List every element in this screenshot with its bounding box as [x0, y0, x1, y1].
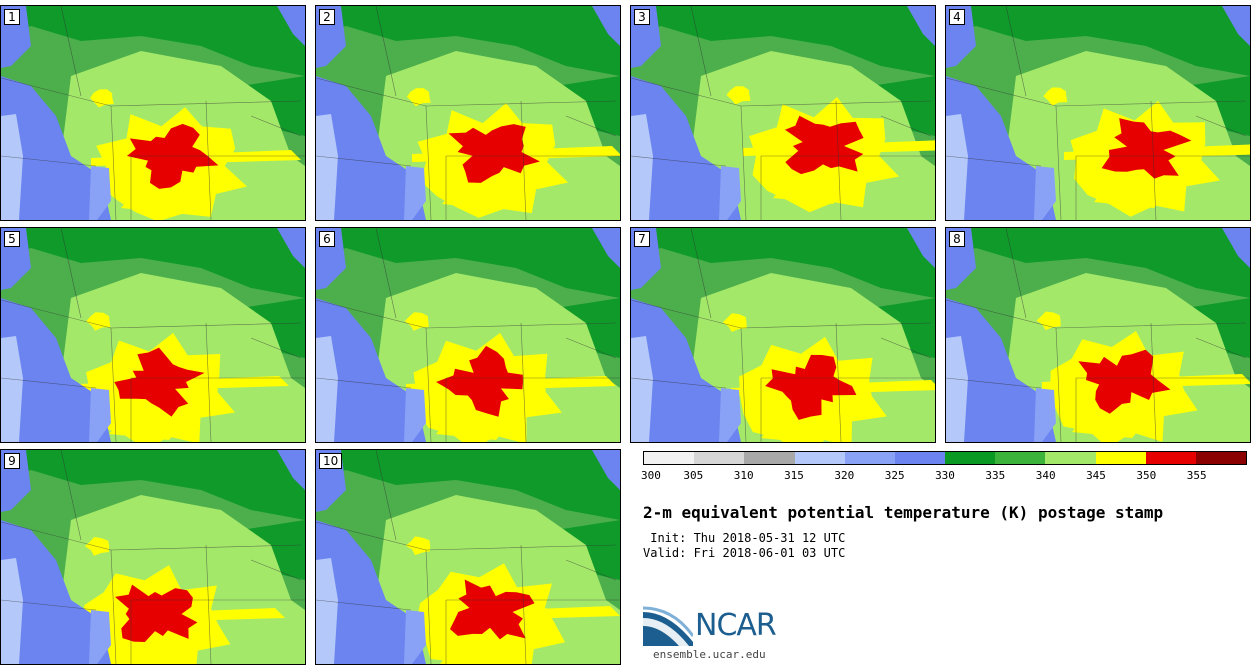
colorbar-tick-label: 325	[884, 469, 905, 482]
member-number-label: 2	[319, 9, 335, 25]
colorbar-tick-label: 305	[683, 469, 704, 482]
colorbar-tick-label: 355	[1186, 469, 1207, 482]
equivalent-potential-temperature-map	[1, 6, 305, 220]
colorbar-segment	[945, 452, 996, 464]
colorbar	[643, 451, 1247, 465]
stamp-panel: 5	[0, 227, 306, 443]
colorbar-tick-label: 315	[784, 469, 804, 482]
init-time: Init: Thu 2018-05-31 12 UTC	[643, 531, 846, 545]
colorbar-segment	[694, 452, 745, 464]
member-number-label: 7	[634, 231, 650, 247]
website-url: ensemble.ucar.edu	[653, 648, 766, 661]
colorbar-tick-label: 310	[733, 469, 754, 482]
stamp-panel: 2	[315, 5, 621, 221]
stamp-panel: 6	[315, 227, 621, 443]
stamp-panel: 1	[0, 5, 306, 221]
colorbar-tick-label: 300	[641, 469, 661, 482]
equivalent-potential-temperature-map	[316, 450, 620, 664]
equivalent-potential-temperature-map	[946, 6, 1250, 220]
stamp-panel: 10	[315, 449, 621, 665]
ncar-logo-text: NCAR	[695, 608, 777, 643]
colorbar-segment	[1145, 452, 1196, 464]
figure-title: 2-m equivalent potential temperature (K)…	[643, 503, 1164, 522]
stamp-panel: 8	[945, 227, 1251, 443]
colorbar-segment	[794, 452, 845, 464]
stamp-panel: 7	[630, 227, 936, 443]
stamp-panel: 4	[945, 5, 1251, 221]
colorbar-segment	[995, 452, 1046, 464]
member-number-label: 10	[319, 453, 343, 469]
colorbar-segment	[1045, 452, 1096, 464]
equivalent-potential-temperature-map	[1, 228, 305, 442]
colorbar-tick-label: 320	[834, 469, 855, 482]
equivalent-potential-temperature-map	[316, 228, 620, 442]
colorbar-segment	[844, 452, 895, 464]
ncar-logo: NCAR	[643, 604, 793, 648]
member-number-label: 8	[949, 231, 965, 247]
colorbar-segment	[1095, 452, 1146, 464]
equivalent-potential-temperature-map	[946, 228, 1250, 442]
stamp-panel: 9	[0, 449, 306, 665]
colorbar-segment	[1195, 452, 1247, 464]
colorbar-tick-label: 345	[1086, 469, 1106, 482]
member-number-label: 5	[4, 231, 20, 247]
equivalent-potential-temperature-map	[1, 450, 305, 664]
colorbar-segment	[894, 452, 946, 464]
member-number-label: 1	[4, 9, 20, 25]
member-number-label: 6	[319, 231, 335, 247]
valid-time: Valid: Fri 2018-06-01 03 UTC	[643, 546, 846, 560]
ncar-logo-icon	[643, 606, 693, 646]
equivalent-potential-temperature-map	[631, 6, 935, 220]
colorbar-segment	[644, 452, 695, 464]
colorbar-tick-label: 335	[985, 469, 1006, 482]
colorbar-tick-label: 350	[1136, 469, 1157, 482]
colorbar-tick-label: 330	[935, 469, 955, 482]
equivalent-potential-temperature-map	[631, 228, 935, 442]
stamp-panel: 3	[630, 5, 936, 221]
equivalent-potential-temperature-map	[316, 6, 620, 220]
colorbar-tick-label: 340	[1035, 469, 1056, 482]
member-number-label: 4	[949, 9, 965, 25]
member-number-label: 3	[634, 9, 650, 25]
colorbar-tick-labels: 300 305 310 315 320 325 330 335 340 345 350 355	[641, 469, 1247, 485]
member-number-label: 9	[4, 453, 20, 469]
colorbar-segment	[744, 452, 795, 464]
